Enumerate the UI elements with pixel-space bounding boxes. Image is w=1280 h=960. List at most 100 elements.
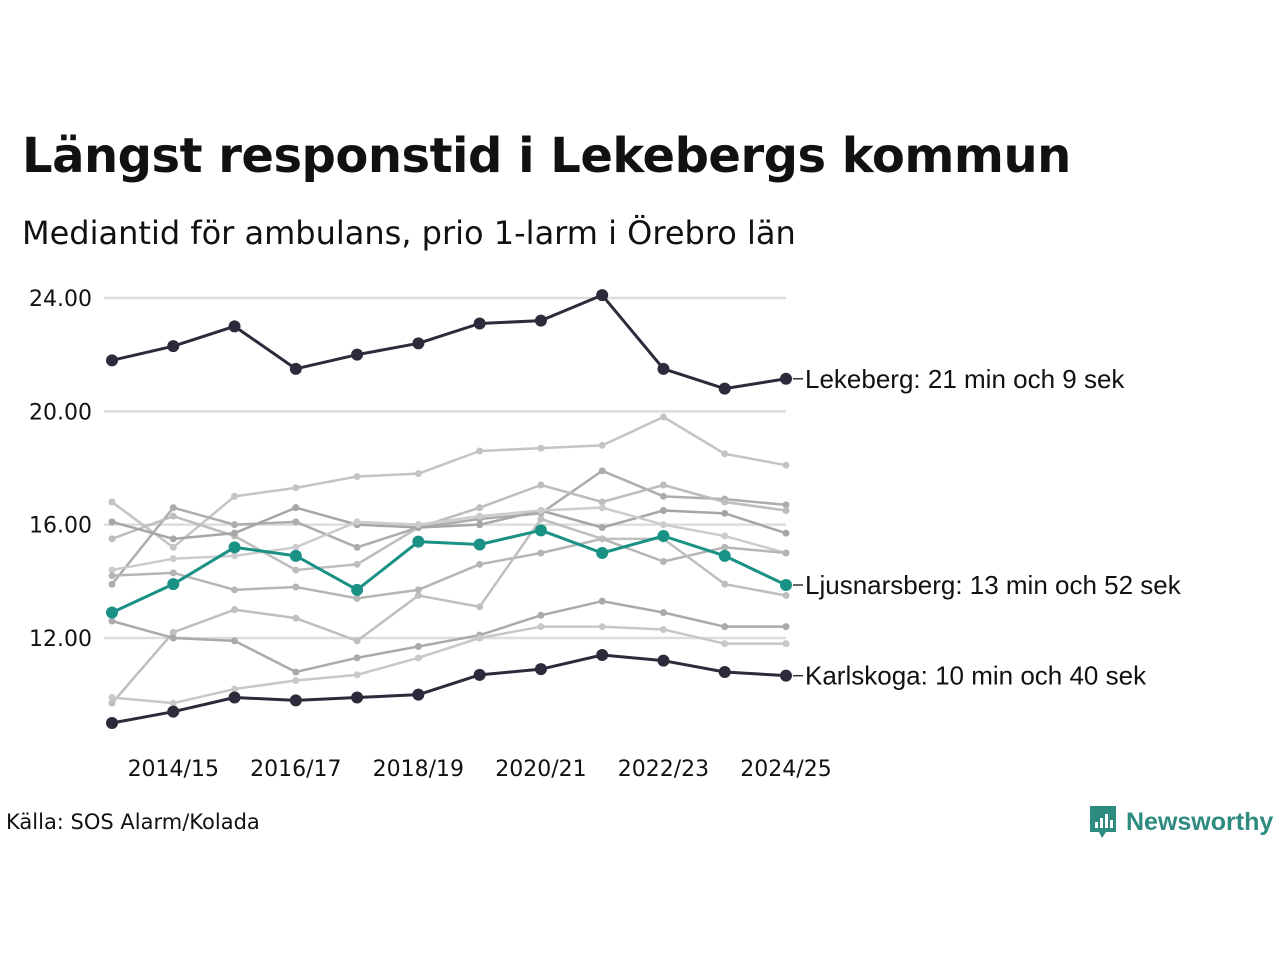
data-point — [537, 549, 545, 557]
data-point — [721, 623, 729, 631]
data-point — [718, 549, 731, 562]
data-point — [780, 372, 792, 385]
data-point — [412, 688, 425, 701]
data-point — [169, 504, 177, 512]
x-tick-label: 2020/21 — [495, 757, 586, 782]
x-tick-label: 2014/15 — [128, 757, 219, 782]
gridlines — [104, 296, 786, 640]
data-point — [721, 640, 729, 648]
data-point — [414, 643, 422, 650]
data-point — [231, 552, 239, 560]
end-label-lekeberg: Lekeberg: 21 min och 9 sek — [805, 364, 1125, 394]
x-tick-label: 2024/25 — [740, 757, 831, 782]
x-tick-label: 2016/17 — [250, 757, 341, 782]
series-kommun-c — [108, 481, 790, 574]
data-point — [782, 623, 790, 631]
data-point — [231, 637, 239, 645]
data-point — [718, 382, 731, 395]
y-tick-label: 12.00 — [29, 627, 92, 652]
data-point — [596, 649, 609, 661]
data-point — [169, 699, 177, 707]
data-point — [782, 549, 790, 557]
data-point — [659, 492, 667, 500]
y-axis-ticks: 12.00 16.00 20.00 24.00 — [29, 287, 92, 652]
end-label-ljusnarsberg: Ljusnarsberg: 13 min och 52 sek — [805, 570, 1182, 600]
data-point — [598, 524, 606, 531]
series-kommun-a — [108, 413, 790, 551]
data-point — [721, 509, 729, 517]
x-tick-label: 2018/19 — [373, 757, 464, 782]
series-ljusnarsberg — [106, 524, 792, 619]
data-point — [721, 532, 729, 540]
data-point — [169, 543, 177, 551]
data-point — [598, 498, 606, 506]
series-line — [111, 506, 787, 541]
series-line — [111, 483, 787, 572]
data-point — [169, 535, 177, 543]
data-point — [598, 623, 606, 631]
data-point — [721, 450, 729, 458]
data-point — [782, 592, 790, 599]
data-point — [782, 507, 790, 514]
data-point — [659, 507, 667, 514]
data-point — [596, 289, 609, 302]
data-point — [231, 685, 239, 693]
data-point — [659, 626, 667, 633]
data-point — [167, 578, 180, 591]
data-point — [292, 518, 300, 526]
data-point — [476, 512, 484, 520]
series-line — [111, 653, 787, 725]
series-kommun-g — [108, 515, 790, 707]
data-point — [292, 484, 300, 492]
data-point — [473, 668, 486, 681]
data-point — [414, 521, 422, 529]
data-point — [782, 529, 790, 537]
data-point — [598, 597, 606, 605]
series-line — [111, 537, 787, 600]
data-point — [169, 634, 177, 642]
data-point — [476, 504, 484, 512]
data-point — [353, 518, 361, 526]
data-point — [780, 669, 792, 682]
series-line — [111, 517, 787, 704]
data-point — [596, 547, 609, 559]
data-point — [289, 549, 302, 562]
newsworthy-logo[interactable]: Newsworthy — [1088, 804, 1273, 840]
data-point — [782, 461, 790, 469]
data-point — [231, 606, 239, 614]
data-point — [476, 521, 484, 529]
data-point — [353, 671, 361, 679]
data-point — [659, 609, 667, 616]
data-point — [537, 507, 545, 514]
data-point — [782, 501, 790, 509]
data-point — [292, 614, 300, 622]
data-point — [659, 413, 667, 421]
data-point — [353, 560, 361, 568]
data-point — [228, 691, 241, 704]
data-point — [598, 467, 606, 475]
data-point — [414, 586, 422, 594]
data-point — [476, 634, 484, 642]
data-point — [108, 518, 116, 526]
data-point — [351, 348, 364, 361]
data-point — [414, 470, 422, 478]
chart-title: Längst responstid i Lekebergs kommun — [22, 128, 1071, 184]
data-point — [534, 663, 547, 676]
data-point — [659, 521, 667, 529]
data-point — [353, 473, 361, 480]
series-line — [111, 469, 787, 585]
end-labels: Lekeberg: 21 min och 9 sek Ljusnarsberg: … — [793, 364, 1182, 691]
data-point — [353, 637, 361, 645]
data-point — [169, 512, 177, 520]
end-label-karlskoga: Karlskoga: 10 min och 40 sek — [805, 661, 1147, 691]
series-kommun-i — [108, 623, 790, 707]
y-tick-label: 20.00 — [29, 400, 92, 425]
data-point — [169, 628, 177, 636]
data-point — [537, 623, 545, 631]
data-point — [167, 340, 180, 353]
data-point — [476, 447, 484, 455]
data-point — [657, 654, 670, 667]
data-point — [108, 572, 116, 580]
data-point — [721, 543, 729, 551]
